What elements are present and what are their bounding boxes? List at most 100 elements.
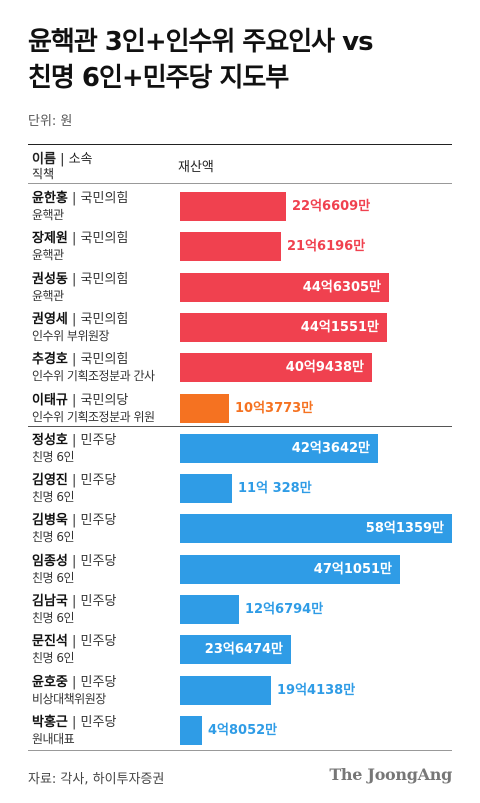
row-name: 정성호: [32, 432, 68, 448]
row-role: 인수위 부위원장: [32, 328, 110, 343]
row-name: 윤호중: [32, 674, 68, 690]
row-name: 권성동: [32, 271, 68, 287]
row-party: | 국민의힘: [72, 271, 129, 287]
header-name-party: 이름 | 소속: [32, 148, 93, 167]
row-name-party: 윤한홍 | 국민의힘: [32, 187, 128, 206]
bar-value-label: 21억6196만: [287, 239, 366, 255]
row-role: 윤핵관: [32, 288, 64, 303]
row-role: 친명 6인: [32, 490, 75, 505]
row-name: 박홍근: [32, 714, 68, 730]
row-name: 문진석: [32, 634, 68, 650]
bar: [180, 474, 232, 504]
row-name-party: 권성동 | 국민의힘: [32, 268, 128, 287]
table-row: 이태규 | 국민의당 인수위 기획조정분과 위원 10억3773만: [28, 388, 452, 428]
row-name: 김병욱: [32, 513, 68, 529]
row-party: | 민주당: [72, 513, 117, 529]
bar: [180, 635, 291, 665]
bar-value-label: 19억4138만: [277, 682, 356, 698]
header-party: | 소속: [60, 152, 93, 167]
table-row: 윤호중 | 민주당 비상대책위원장 19억4138만: [28, 670, 452, 710]
bar-value-label: 10억3773만: [235, 400, 314, 416]
bar-value-label: 22억6609만: [292, 199, 371, 214]
bar: [180, 232, 281, 262]
row-role: 친명 6인: [32, 651, 75, 666]
row-name: 김영진: [32, 473, 68, 489]
table-row: 권영세 | 국민의힘 인수위 부위원장 44억1551만: [28, 307, 452, 347]
title-line-2: 친명 6인+민주당 지도부: [28, 63, 289, 93]
header-role: 직책: [32, 167, 55, 181]
row-party: | 민주당: [72, 553, 117, 569]
bar: [180, 312, 387, 342]
row-party: | 민주당: [72, 674, 117, 690]
table-row: 박홍근 | 민주당 원내대표 4억8052만: [28, 710, 452, 750]
row-name: 이태규: [32, 392, 68, 408]
header-name: 이름: [32, 152, 56, 167]
bar-value-label: 47억1051만: [313, 561, 392, 577]
row-role: 인수위 기획조정분과 간사: [32, 369, 155, 384]
chart-bottom-rule: [28, 750, 452, 751]
row-party: | 국민의당: [72, 392, 129, 408]
bar-value-label: 40억9438만: [285, 360, 364, 376]
row-role: 인수위 기획조정분과 위원: [32, 409, 155, 424]
bar-value-label: 12억6794만: [245, 602, 324, 617]
row-party: | 민주당: [72, 432, 117, 448]
chart-title: 윤핵관 3인+인수위 주요인사 vs 친명 6인+민주당 지도부: [28, 24, 374, 96]
header-bottom-rule: [28, 183, 452, 184]
bar: [180, 272, 389, 302]
source-note: 자료: 각사, 하이투자증권: [28, 772, 165, 787]
group-separator: [28, 426, 452, 427]
table-row: 김병욱 | 민주당 친명 6인 58억1359만: [28, 508, 452, 548]
row-role: 친명 6인: [32, 449, 75, 464]
bar-value-label: 23억6474만: [204, 642, 283, 658]
row-party: | 민주당: [72, 473, 117, 489]
bar: [180, 554, 400, 584]
row-name: 장제원: [32, 231, 68, 247]
bar-value-label: 11억 328만: [238, 481, 312, 497]
row-name-party: 윤호중 | 민주당: [32, 671, 116, 690]
unit-label: 단위: 원: [28, 114, 73, 129]
bar-value-label: 44억6305만: [302, 279, 381, 295]
bar: [180, 433, 378, 463]
table-row: 정성호 | 민주당 친명 6인 42억3642만: [28, 428, 452, 468]
row-role: 윤핵관: [32, 248, 64, 263]
table-row: 김영진 | 민주당 친명 6인 11억 328만: [28, 468, 452, 508]
row-role: 친명 6인: [32, 570, 75, 585]
table-row: 권성동 | 국민의힘 윤핵관 44억6305만: [28, 267, 452, 307]
row-name-party: 임종성 | 민주당: [32, 550, 116, 569]
row-role: 비상대책위원장: [32, 691, 106, 706]
row-name-party: 권영세 | 국민의힘: [32, 308, 128, 327]
table-row: 윤한홍 | 국민의힘 윤핵관 22억6609만: [28, 186, 452, 226]
table-row: 문진석 | 민주당 친명 6인 23억6474만: [28, 629, 452, 669]
bar-value-label: 58억1359만: [365, 521, 444, 537]
title-line-1: 윤핵관 3인+인수위 주요인사 vs: [28, 27, 374, 57]
row-party: | 민주당: [72, 634, 117, 650]
row-name-party: 정성호 | 민주당: [32, 429, 116, 448]
row-party: | 국민의힘: [72, 191, 129, 206]
bar: [180, 675, 271, 705]
row-name: 임종성: [32, 553, 68, 569]
table-row: 임종성 | 민주당 친명 6인 47억1051만: [28, 549, 452, 589]
row-name-party: 장제원 | 국민의힘: [32, 227, 128, 246]
row-party: | 국민의힘: [72, 352, 129, 368]
header-top-rule: [28, 144, 452, 145]
bar: [180, 192, 286, 221]
row-name-party: 김남국 | 민주당: [32, 590, 116, 609]
bar: [180, 353, 372, 383]
row-name-party: 김영진 | 민주당: [32, 469, 116, 488]
row-party: | 국민의힘: [72, 311, 129, 327]
row-name: 추경호: [32, 352, 68, 368]
row-party: | 국민의힘: [72, 231, 129, 247]
bar: [180, 715, 202, 745]
row-role: 친명 6인: [32, 611, 75, 625]
bar: [180, 393, 229, 423]
row-role: 친명 6인: [32, 530, 75, 545]
publisher-logo: The JoongAng: [329, 765, 452, 784]
bar: [180, 595, 239, 624]
row-party: | 민주당: [72, 594, 117, 609]
row-party: | 민주당: [72, 714, 117, 730]
bar-value-label: 42억3642만: [291, 440, 370, 456]
bar-value-label: 4억8052만: [208, 722, 278, 738]
table-row: 추경호 | 국민의힘 인수위 기획조정분과 간사 40억9438만: [28, 347, 452, 387]
